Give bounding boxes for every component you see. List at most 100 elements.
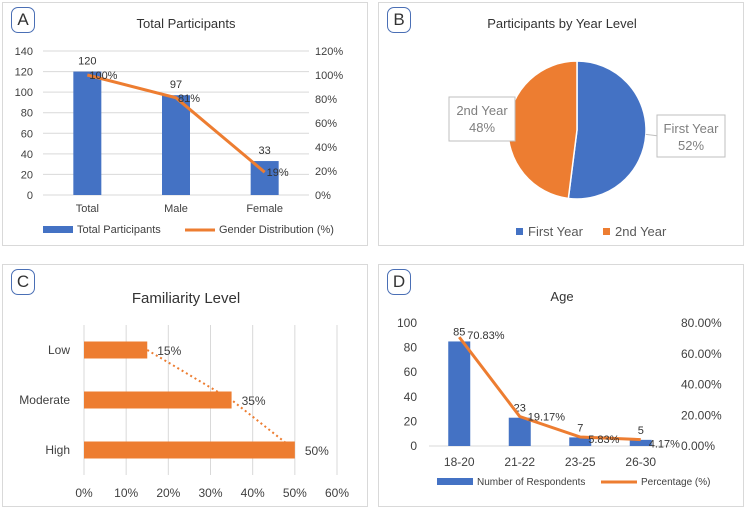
legend-swatch-bar bbox=[43, 226, 73, 233]
data-label-name: 2nd Year bbox=[456, 103, 508, 118]
chart-title: Participants by Year Level bbox=[487, 16, 637, 31]
legend-label: 2nd Year bbox=[615, 224, 667, 239]
data-label-box bbox=[656, 114, 726, 158]
bar-data-label: 35% bbox=[242, 394, 266, 408]
chart-title: Familiarity Level bbox=[132, 290, 240, 307]
panel-c-chart: Familiarity Level 0% 10% 20% 30% 40% 50% 60% Low… bbox=[19, 290, 349, 500]
x-tick-label: 21-22 bbox=[504, 455, 535, 469]
y-tick-label: High bbox=[45, 443, 70, 457]
x-tick-label: 50% bbox=[283, 486, 307, 500]
y-tick-label: 20 bbox=[404, 414, 418, 428]
panel-b: B Participants by Year Level First Year 52… bbox=[378, 2, 744, 246]
x-tick-label: 30% bbox=[198, 486, 222, 500]
chart-title: Age bbox=[550, 289, 573, 304]
x-tick-label: 0% bbox=[75, 486, 93, 500]
y2-tick-label: 60% bbox=[315, 118, 337, 130]
legend-swatch bbox=[603, 228, 610, 235]
y-tick-label: 80 bbox=[404, 341, 418, 355]
bar bbox=[569, 437, 592, 446]
bar-data-label: 97 bbox=[170, 79, 182, 91]
x-tick-label: 26-30 bbox=[625, 455, 656, 469]
panel-b-badge: B bbox=[387, 7, 411, 33]
legend-swatch-bar bbox=[437, 478, 473, 485]
x-tick-label: 10% bbox=[114, 486, 138, 500]
data-label-pct: 48% bbox=[469, 120, 495, 135]
pie-slice bbox=[567, 60, 647, 200]
y2-tick-label: 20% bbox=[315, 166, 337, 178]
y2-tick-label: 0.00% bbox=[681, 439, 715, 453]
data-label-name: First Year bbox=[664, 121, 720, 136]
legend-swatch bbox=[516, 228, 523, 235]
x-tick-label: 23-25 bbox=[565, 455, 596, 469]
x-tick-label: 60% bbox=[325, 486, 349, 500]
series-line bbox=[86, 73, 266, 174]
line-data-label: 4.17% bbox=[649, 439, 680, 451]
y2-tick-label: 20.00% bbox=[681, 408, 722, 422]
line-data-label: 70.83% bbox=[467, 330, 505, 342]
trendline bbox=[146, 349, 296, 451]
y-tick-label: 60 bbox=[21, 128, 33, 140]
data-label-box bbox=[448, 96, 516, 142]
bar-data-label: 7 bbox=[577, 422, 583, 434]
data-label-pct: 52% bbox=[678, 138, 704, 153]
x-tick-label: Female bbox=[246, 203, 283, 215]
chart-title: Total Participants bbox=[137, 16, 236, 31]
bar-data-label: 15% bbox=[157, 344, 181, 358]
y-tick-label: 0 bbox=[27, 190, 33, 202]
y-tick-label: 100 bbox=[397, 316, 417, 330]
series-line bbox=[458, 336, 641, 442]
y2-tick-label: 100% bbox=[315, 70, 343, 82]
x-tick-label: 40% bbox=[241, 486, 265, 500]
x-tick-label: 18-20 bbox=[444, 455, 475, 469]
panel-a: A Total Participants 0 20 40 60 80 100 120 140 0%… bbox=[2, 2, 368, 246]
y2-tick-label: 40% bbox=[315, 142, 337, 154]
pie-slice bbox=[507, 60, 578, 200]
legend-label: Number of Respondents bbox=[477, 477, 585, 488]
legend-label: Total Participants bbox=[77, 224, 161, 236]
y-tick-label: 100 bbox=[15, 87, 33, 99]
legend-label: First Year bbox=[528, 224, 584, 239]
line-data-label: 5.83% bbox=[588, 434, 619, 446]
y2-tick-label: 80.00% bbox=[681, 316, 722, 330]
bar bbox=[84, 341, 148, 359]
line-data-label: 100% bbox=[89, 70, 117, 82]
x-tick-label: Male bbox=[164, 203, 188, 215]
bar bbox=[84, 391, 232, 409]
y2-tick-label: 60.00% bbox=[681, 347, 722, 361]
bar bbox=[84, 441, 295, 459]
x-tick-label: 20% bbox=[156, 486, 180, 500]
bar bbox=[73, 71, 102, 195]
bar-data-label: 50% bbox=[305, 444, 329, 458]
y-tick-label: 60 bbox=[404, 365, 418, 379]
y-tick-label: 20 bbox=[21, 169, 33, 181]
bar-data-label: 33 bbox=[259, 145, 271, 157]
y-tick-label: 80 bbox=[21, 108, 33, 120]
y2-tick-label: 120% bbox=[315, 46, 343, 58]
bar-data-label: 5 bbox=[638, 425, 644, 437]
line-data-label: 81% bbox=[178, 93, 200, 105]
y-tick-label: Low bbox=[48, 343, 70, 357]
panel-c-badge: C bbox=[11, 269, 35, 295]
bar bbox=[448, 341, 471, 446]
bar-data-label: 85 bbox=[453, 326, 465, 338]
panel-b-chart: Participants by Year Level First Year 52% 2… bbox=[448, 16, 726, 239]
legend-label: Percentage (%) bbox=[641, 477, 710, 488]
y-tick-label: 40 bbox=[21, 149, 33, 161]
y-tick-label: 120 bbox=[15, 67, 33, 79]
bar bbox=[629, 439, 652, 446]
line-data-label: 19% bbox=[267, 167, 289, 179]
panel-d-badge: D bbox=[387, 269, 411, 295]
x-tick-label: Total bbox=[76, 203, 99, 215]
y2-tick-label: 0% bbox=[315, 190, 331, 202]
line-data-label: 19.17% bbox=[528, 412, 566, 424]
panel-c: C Familiarity Level 0% 10% 20% 30% 40% 50% 60% L… bbox=[2, 264, 368, 507]
y2-tick-label: 40.00% bbox=[681, 378, 722, 392]
bar bbox=[508, 417, 531, 446]
y2-tick-label: 80% bbox=[315, 94, 337, 106]
bar bbox=[250, 161, 279, 195]
y-tick-label: 140 bbox=[15, 46, 33, 58]
y-tick-label: 0 bbox=[410, 439, 417, 453]
panel-a-badge: A bbox=[11, 7, 35, 33]
panel-d: D Age 0 20 40 60 80 100 0.00% 20.00% 40.00% 60.00%… bbox=[378, 264, 744, 507]
legend-label: Gender Distribution (%) bbox=[219, 224, 334, 236]
